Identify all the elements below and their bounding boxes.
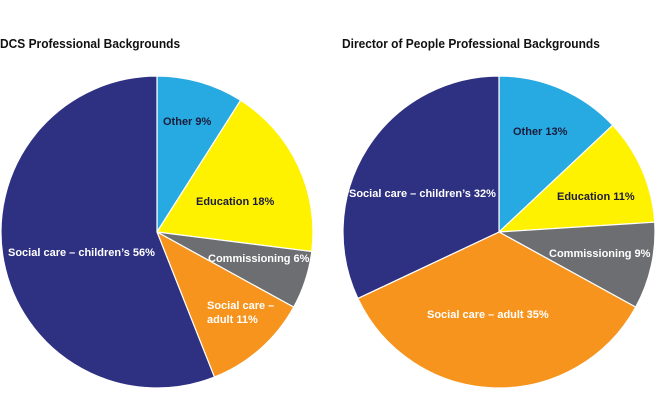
pie-slice-2-social-care-adult [357, 231, 637, 389]
pie-slice-2-education [497, 124, 656, 233]
slice-label-2-education: Education 11% [557, 191, 635, 203]
slice-label-1-social-care-adult: Social care – adult 11% [207, 300, 274, 326]
pie-slice-2-social-care-childrens [342, 75, 500, 300]
slice-label-1-commissioning: Commissioning 6% [208, 253, 310, 265]
slice-label-2-social-care-childrens: Social care – children’s 32% [349, 188, 496, 200]
slice-label-2-other: Other 13% [513, 126, 568, 138]
slice-label-1-other: Other 9% [163, 116, 212, 128]
chart-title-director-of-people: Director of People Professional Backgrou… [342, 36, 600, 51]
slice-label-2-social-care-adult: Social care – adult 35% [427, 309, 549, 321]
pie-slice-2-commissioning [496, 221, 656, 308]
pie-slice-1-social-care-adult [155, 230, 295, 378]
chart-title-dcs: DCS Professional Backgrounds [0, 36, 181, 51]
pie-slice-1-education [155, 99, 314, 253]
pie-slice-1-social-care-childrens [0, 75, 216, 389]
slice-label-1-education: Education 18% [196, 196, 274, 208]
slice-label-2-commissioning: Commissioning 9% [549, 248, 651, 260]
slice-label-1-social-care-childrens: Social care – children’s 56% [8, 247, 155, 259]
pie-slice-1-other [156, 75, 242, 235]
pie-slice-2-other [498, 75, 614, 234]
